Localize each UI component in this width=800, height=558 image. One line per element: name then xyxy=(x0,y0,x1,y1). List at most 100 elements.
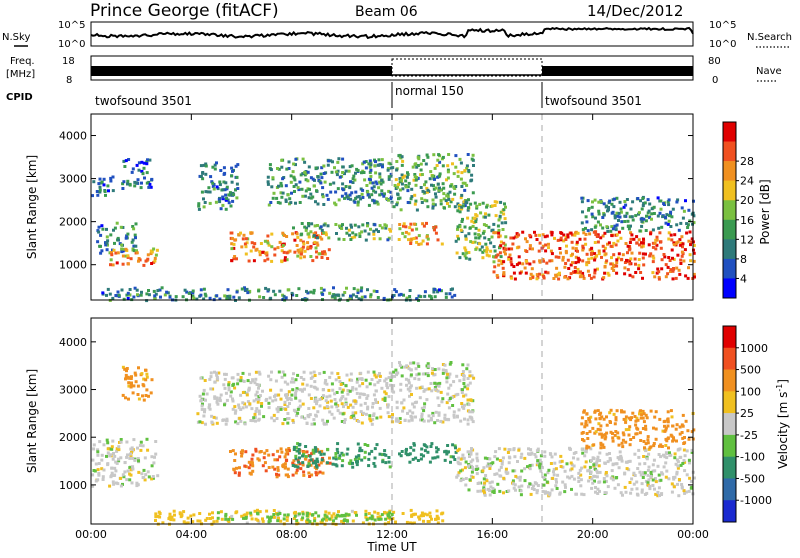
velocity-cell xyxy=(491,486,495,490)
power-cell xyxy=(301,194,305,198)
power-cell xyxy=(496,253,500,257)
power-cell xyxy=(644,252,647,256)
power-cell xyxy=(374,180,378,184)
velocity-cell xyxy=(108,454,112,458)
velocity-cell xyxy=(297,406,301,410)
power-cell xyxy=(105,227,108,231)
velocity-cell xyxy=(292,372,295,376)
velocity-cell xyxy=(325,404,329,408)
freq-label-2: [MHz] xyxy=(6,69,35,80)
velocity-cell xyxy=(390,513,394,516)
velocity-cell xyxy=(408,409,412,413)
velocity-cell xyxy=(490,480,494,484)
velocity-cell xyxy=(232,468,236,472)
velocity-cell xyxy=(619,457,623,461)
power-cell xyxy=(263,259,267,263)
power-cell xyxy=(298,180,302,184)
velocity-cell xyxy=(372,393,376,397)
power-cell xyxy=(322,250,326,254)
velocity-cell xyxy=(470,470,474,474)
power-cell xyxy=(423,294,427,298)
velocity-cell xyxy=(539,454,543,458)
power-cell xyxy=(416,164,420,167)
velocity-cell xyxy=(127,381,131,385)
velocity-cell xyxy=(574,492,578,496)
velocity-cell xyxy=(241,406,245,410)
power-cell xyxy=(596,267,599,271)
power-colorbar-swatch xyxy=(723,239,736,260)
velocity-colorbar-tick-label: 1000 xyxy=(740,342,768,355)
velocity-cell xyxy=(498,474,502,478)
power-cell xyxy=(670,248,674,252)
power-cell xyxy=(465,251,469,255)
velocity-cell xyxy=(447,406,451,410)
velocity-cell xyxy=(257,386,260,390)
velocity-cell xyxy=(469,474,473,478)
velocity-cell xyxy=(545,480,549,484)
velocity-cell xyxy=(170,515,174,519)
velocity-cell xyxy=(430,418,433,422)
velocity-cell xyxy=(313,380,317,384)
power-cell xyxy=(289,180,293,184)
power-cell xyxy=(404,179,408,183)
power-cell xyxy=(150,250,154,254)
velocity-cell xyxy=(402,406,406,410)
power-cell xyxy=(578,237,582,241)
velocity-cell xyxy=(147,394,150,398)
power-cell xyxy=(559,236,563,240)
velocity-cell xyxy=(307,471,311,475)
power-cell xyxy=(595,234,599,238)
velocity-cell xyxy=(150,477,154,481)
power-cell xyxy=(678,238,682,242)
power-cell xyxy=(397,238,401,241)
power-cell xyxy=(334,190,338,194)
power-cell xyxy=(348,165,352,169)
power-cell xyxy=(150,177,154,181)
power-cell xyxy=(463,254,467,258)
power-cell xyxy=(320,237,324,241)
velocity-cell xyxy=(662,453,665,457)
power-cell xyxy=(467,198,470,202)
power-cell xyxy=(493,249,497,253)
velocity-cell xyxy=(137,470,141,474)
nsky-tick-bottom: 10^0 xyxy=(58,39,85,50)
power-cell xyxy=(92,180,96,184)
velocity-cell xyxy=(468,370,472,374)
velocity-cell xyxy=(543,450,547,454)
velocity-cell xyxy=(250,457,254,461)
velocity-cell xyxy=(255,390,259,394)
velocity-cell xyxy=(572,451,576,455)
velocity-cell xyxy=(144,394,148,397)
power-cell xyxy=(285,167,289,171)
power-cell xyxy=(642,263,646,267)
velocity-cell xyxy=(308,512,311,516)
velocity-cell xyxy=(294,394,297,398)
power-cell xyxy=(453,293,457,297)
velocity-cell xyxy=(614,416,618,420)
velocity-cell xyxy=(410,393,413,396)
power-cell xyxy=(466,208,470,212)
velocity-cell xyxy=(387,456,391,459)
power-cell xyxy=(410,195,414,199)
velocity-cell xyxy=(338,454,342,458)
power-cell xyxy=(300,222,304,225)
power-cell xyxy=(634,214,638,218)
velocity-cell xyxy=(376,380,380,384)
power-ytick-label: 3000 xyxy=(59,173,87,186)
freq-label-1: Freq. xyxy=(10,56,35,67)
power-cell xyxy=(96,193,100,197)
power-cell xyxy=(120,247,124,251)
power-cell xyxy=(398,227,402,231)
velocity-cell xyxy=(683,469,687,473)
velocity-cell xyxy=(389,517,392,521)
power-cell xyxy=(393,184,397,187)
velocity-cell xyxy=(288,397,292,400)
velocity-cell xyxy=(616,456,620,460)
power-cell xyxy=(517,233,521,237)
power-cell xyxy=(272,191,276,195)
velocity-cell xyxy=(136,384,140,388)
power-cell xyxy=(288,197,292,201)
velocity-cell xyxy=(387,395,391,399)
velocity-cell xyxy=(253,381,257,385)
power-cell xyxy=(585,220,589,224)
